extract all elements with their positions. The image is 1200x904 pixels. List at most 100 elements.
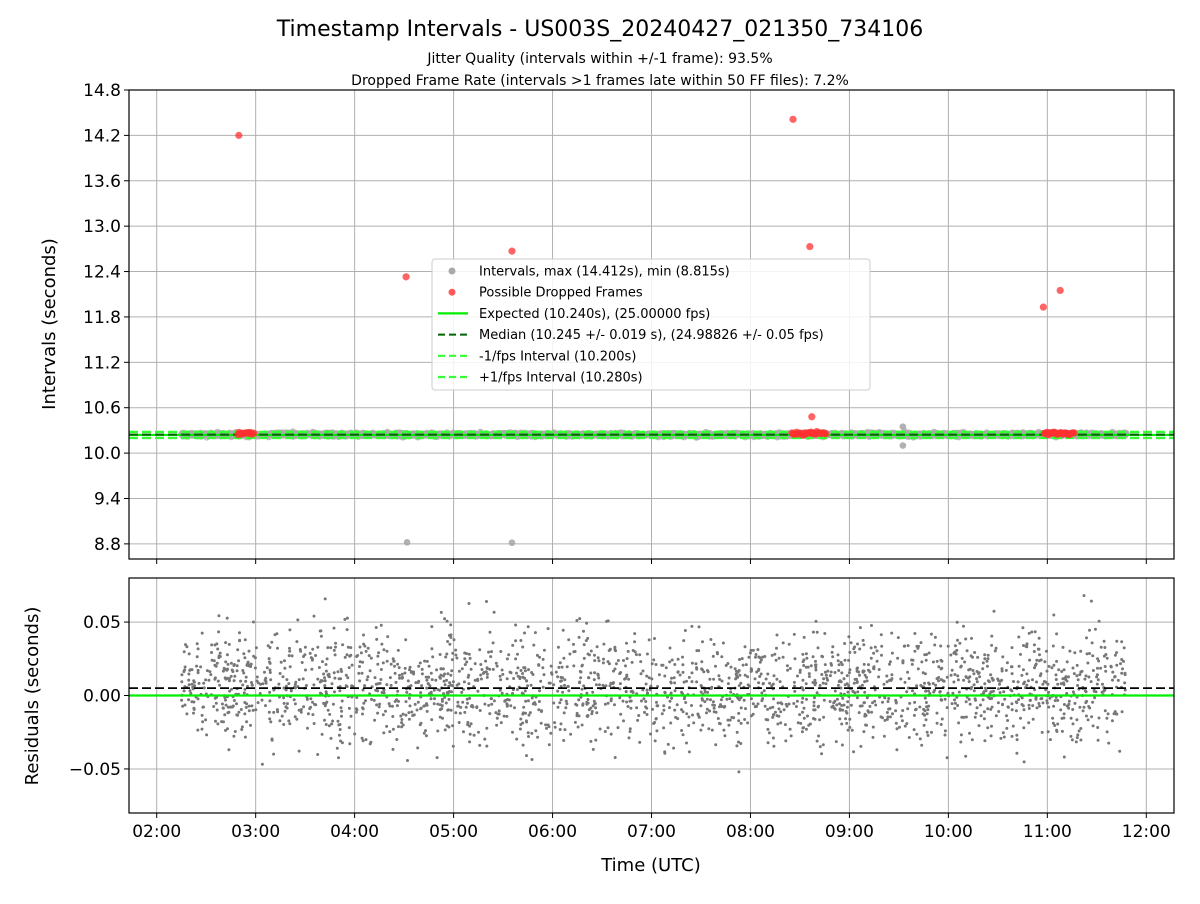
residual-point [396,689,400,693]
residual-point [489,655,493,659]
residual-point [538,655,541,659]
residual-point [398,676,401,680]
residual-point [813,678,817,682]
residual-point [430,647,434,651]
residual-point [497,712,501,716]
residual-point [192,711,195,715]
residual-point [891,712,894,716]
residual-point [443,728,447,732]
residual-point [1105,730,1109,734]
residual-point [801,678,805,682]
residual-point [377,705,381,709]
residual-point [578,670,582,673]
residual-point [613,667,617,671]
residual-point [416,746,420,750]
residual-point [324,723,328,726]
residual-point [192,680,196,684]
residual-point [678,673,682,677]
residual-point [403,666,407,670]
residual-point [224,728,227,732]
residual-point [365,678,369,682]
residual-point [438,715,442,719]
residual-point [366,675,370,679]
residual-point [1010,734,1014,738]
residual-point [355,696,359,699]
residual-point [639,672,643,676]
residual-point [363,644,367,648]
residual-point [774,658,778,662]
residual-point [338,689,342,693]
residual-point [195,655,199,659]
residual-point [899,677,903,681]
residual-point [996,677,1000,681]
residual-point [525,754,528,758]
residual-point [259,682,262,686]
residual-point [201,720,205,724]
residual-point [1060,729,1064,733]
y-tick-label: 12.4 [83,263,121,283]
residual-point [316,677,320,681]
residual-point [549,664,553,668]
residual-point [701,723,705,727]
residual-point [359,651,363,655]
residual-point [375,637,379,641]
residual-point [1089,680,1093,684]
residual-point [329,736,333,740]
residual-point [479,663,483,666]
residual-point [460,690,464,694]
residual-point [429,690,433,694]
residual-point [443,617,447,621]
residual-point [920,660,924,664]
residual-point [432,688,436,692]
residual-point [360,736,364,740]
residual-point [627,677,631,681]
residual-point [369,740,373,744]
residual-point [710,728,714,732]
residual-point [288,646,291,650]
residual-point [541,657,545,661]
residual-point [597,659,601,663]
residual-point [849,641,853,645]
residual-point [1036,647,1040,651]
residual-point [882,682,886,686]
residual-point [232,734,236,738]
residual-point [792,702,796,705]
residual-point [992,609,996,613]
residual-point [595,645,599,649]
residual-point [499,678,503,682]
residual-point [376,662,380,666]
residual-point [445,619,449,623]
residual-point [1120,658,1124,661]
residual-point [701,640,704,644]
residual-point [997,687,1000,691]
residual-point [1027,631,1031,635]
residual-point [398,673,401,677]
residual-point [577,714,581,718]
residual-point [361,660,365,664]
residual-point [940,698,944,702]
residual-point [469,722,473,726]
residual-point [500,691,504,695]
residual-point [999,736,1003,740]
residual-point [1005,714,1008,718]
residual-point [214,719,217,723]
residual-point [847,658,851,662]
residual-point [183,703,187,707]
residual-point [237,659,241,663]
residual-point [507,653,511,657]
residual-point [951,691,955,695]
residual-point [235,664,239,668]
residual-point [901,661,905,665]
residual-point [629,699,633,703]
residual-point [511,643,515,647]
residual-point [310,667,314,671]
residual-point [1060,670,1064,673]
residual-point [396,662,400,666]
residual-point [389,683,393,687]
residual-point [828,674,832,678]
residual-point [634,653,638,657]
residual-point [1027,703,1031,707]
residual-point [435,668,439,672]
residual-point [606,701,610,705]
residual-point [339,706,343,710]
